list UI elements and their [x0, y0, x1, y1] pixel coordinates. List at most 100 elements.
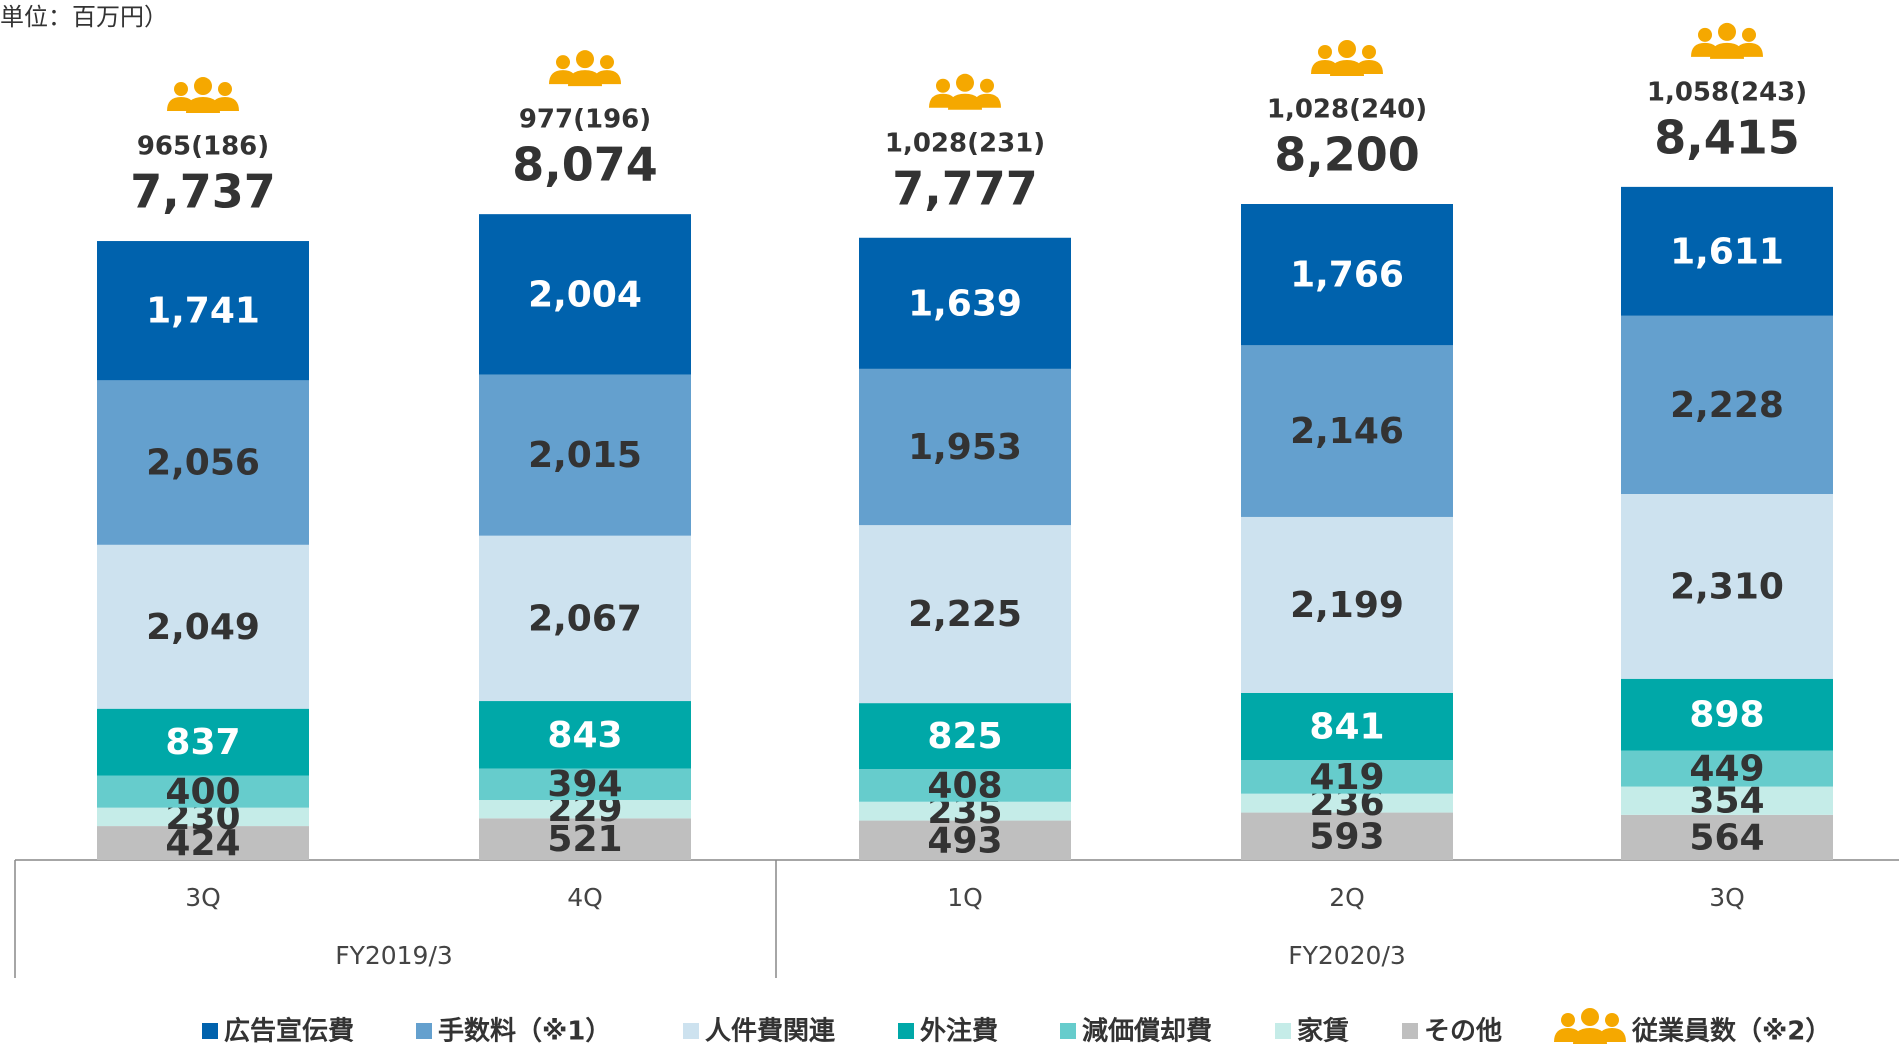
- total-label: 7,737: [130, 165, 276, 219]
- bar-segment: [859, 237, 1071, 369]
- bar-segment: [97, 241, 309, 381]
- employee-label: 1,028(240): [1267, 95, 1427, 125]
- bar-segment: [1621, 494, 1833, 679]
- x-tick-label: 1Q: [947, 883, 983, 912]
- total-label: 8,415: [1654, 110, 1800, 164]
- bar-segment: [1241, 516, 1453, 693]
- bar-segment: [1621, 315, 1833, 494]
- segment-label: 2,004: [528, 274, 642, 315]
- segment-label: 2,056: [146, 443, 260, 484]
- employee-label: 965(186): [137, 132, 269, 162]
- total-label: 8,074: [512, 138, 658, 192]
- unit-note: 単位：百万円）: [0, 3, 168, 31]
- legend-label: 従業員数（※2）: [1631, 1017, 1831, 1046]
- bar-segment: [479, 214, 691, 375]
- legend-swatch: [1060, 1023, 1076, 1039]
- legend-label: 外注費: [920, 1016, 998, 1046]
- bar-segment: [859, 820, 1071, 860]
- bar-segment: [479, 818, 691, 860]
- people-icon: [929, 73, 1001, 110]
- bar-segment: [97, 708, 309, 776]
- bar-segment: [859, 769, 1071, 802]
- employee-label: 977(196): [519, 105, 651, 135]
- employee-label: 1,028(231): [885, 128, 1045, 158]
- bar-segment: [97, 775, 309, 808]
- bar-segment: [1621, 786, 1833, 815]
- bar-segment: [1241, 692, 1453, 761]
- segment-label: 2,015: [528, 435, 642, 476]
- bar-segment: [1241, 812, 1453, 860]
- legend-swatch: [898, 1023, 914, 1039]
- segment-label: 521: [547, 819, 622, 860]
- bar-segment: [97, 380, 309, 545]
- x-tick-label: 3Q: [185, 883, 221, 912]
- people-icon: [1311, 40, 1383, 76]
- segment-label: 1,953: [908, 427, 1022, 468]
- segment-label: 400: [165, 772, 240, 813]
- segment-label: 2,228: [1670, 385, 1784, 426]
- total-label: 8,200: [1274, 128, 1420, 182]
- legend-label: 広告宣伝費: [224, 1016, 354, 1046]
- employee-label: 1,058(243): [1647, 77, 1807, 107]
- bar-segment: [1621, 678, 1833, 751]
- bar-segment: [97, 807, 309, 827]
- legend-swatch: [202, 1023, 218, 1039]
- segment-label: 2,146: [1290, 411, 1404, 452]
- bar-segment: [479, 701, 691, 769]
- bar-segment: [479, 374, 691, 536]
- segment-label: 419: [1309, 757, 1384, 798]
- bar-segment: [1621, 814, 1833, 860]
- group-label: FY2020/3: [1288, 941, 1406, 970]
- bar-segment: [859, 703, 1071, 770]
- people-icon: [167, 77, 239, 114]
- group-label: FY2019/3: [335, 941, 453, 970]
- segment-label: 898: [1689, 695, 1764, 736]
- bar-segment: [97, 826, 309, 860]
- legend-label: 人件費関連: [705, 1017, 836, 1046]
- segment-label: 2,225: [908, 594, 1022, 635]
- segment-label: 449: [1689, 749, 1764, 790]
- bar-segment: [1621, 750, 1833, 787]
- legend-swatch: [1275, 1023, 1291, 1039]
- bar-segment: [859, 368, 1071, 526]
- bar-segment: [1241, 345, 1453, 517]
- segment-label: 825: [927, 716, 1002, 757]
- segment-label: 394: [547, 764, 622, 805]
- bar-segment: [1241, 793, 1453, 813]
- bar-segment: [97, 544, 309, 709]
- x-tick-label: 2Q: [1329, 883, 1365, 912]
- legend-label: その他: [1424, 1017, 1502, 1046]
- x-tick-label: 3Q: [1709, 883, 1745, 912]
- legend-label: 手数料（※1）: [438, 1017, 611, 1046]
- segment-label: 493: [927, 820, 1002, 861]
- legend-icon: [1554, 1008, 1626, 1044]
- bar-segment: [479, 800, 691, 819]
- bar-segment: [1241, 760, 1453, 794]
- bar-segment: [479, 768, 691, 800]
- segment-label: 1,639: [908, 283, 1022, 324]
- bar-segment: [479, 535, 691, 702]
- segment-label: 841: [1309, 707, 1384, 748]
- segment-label: 843: [547, 715, 622, 756]
- segment-label: 2,049: [146, 607, 260, 648]
- segment-label: 593: [1309, 816, 1384, 857]
- legend-swatch: [416, 1023, 432, 1039]
- segment-label: 564: [1689, 817, 1764, 858]
- segment-label: 2,067: [528, 598, 642, 639]
- segment-label: 408: [927, 765, 1002, 806]
- segment-label: 2,310: [1670, 566, 1784, 607]
- bar-segment: [859, 525, 1071, 704]
- legend-label: 家賃: [1297, 1016, 1349, 1046]
- total-label: 7,777: [892, 161, 1038, 215]
- people-icon: [549, 50, 621, 87]
- bar-segment: [859, 801, 1071, 821]
- segment-label: 2,199: [1290, 585, 1404, 626]
- legend-swatch: [683, 1023, 699, 1039]
- x-tick-label: 4Q: [567, 883, 603, 912]
- segment-label: 424: [165, 823, 240, 864]
- legend-swatch: [1402, 1023, 1418, 1039]
- bar-segment: [1621, 186, 1833, 316]
- segment-label: 837: [165, 722, 240, 763]
- segment-label: 1,611: [1670, 231, 1784, 272]
